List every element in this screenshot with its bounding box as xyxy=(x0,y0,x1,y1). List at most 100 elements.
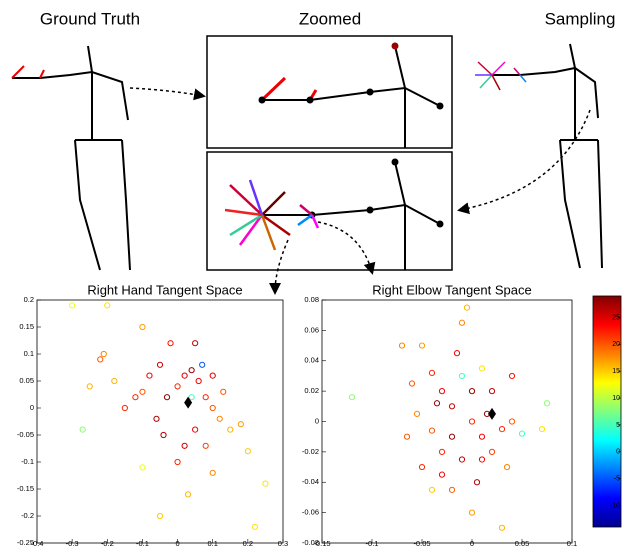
y-tick-label: -0.2 xyxy=(21,511,34,520)
point xyxy=(458,456,466,463)
point xyxy=(508,372,516,380)
colorbar xyxy=(592,295,622,528)
y-tick-label: 0.2 xyxy=(24,295,34,304)
point xyxy=(167,340,174,347)
x-tick-label: 0.3 xyxy=(278,539,288,548)
point xyxy=(163,394,171,401)
point xyxy=(139,323,146,331)
panel-title: Zoomed xyxy=(299,9,361,28)
x-tick-label: -0.1 xyxy=(136,539,149,548)
plot-frame xyxy=(321,299,573,544)
point xyxy=(453,350,461,357)
point xyxy=(488,388,496,395)
x-tick-label: 0.05 xyxy=(515,539,530,548)
y-tick-label: 0.04 xyxy=(304,356,319,365)
point xyxy=(153,415,160,422)
point xyxy=(508,418,516,425)
point xyxy=(209,372,216,379)
point xyxy=(237,421,244,428)
panel-title: Sampling xyxy=(545,9,616,28)
point xyxy=(418,342,426,349)
y-tick-label: 0.05 xyxy=(19,376,34,385)
point xyxy=(209,404,216,412)
colorbar-tick-label: 0 xyxy=(616,449,620,456)
colorbar-tick-label: -5 xyxy=(614,475,620,482)
point xyxy=(438,448,446,455)
point xyxy=(438,471,446,478)
plot-frame xyxy=(36,299,284,544)
point xyxy=(473,479,481,486)
point xyxy=(458,372,466,380)
point xyxy=(97,356,104,363)
point xyxy=(488,448,496,455)
point xyxy=(448,486,456,493)
y-tick-label: -0.08 xyxy=(302,538,319,547)
y-tick-label: 0 xyxy=(30,403,34,412)
zoom-box xyxy=(206,151,453,271)
y-tick-label: 0.08 xyxy=(304,295,319,304)
y-tick-label: 0.1 xyxy=(24,349,34,358)
point xyxy=(398,342,406,349)
point xyxy=(209,469,216,476)
point xyxy=(478,365,486,372)
y-tick-label: 0.06 xyxy=(304,325,319,334)
point xyxy=(227,426,234,433)
y-tick-label: -0.04 xyxy=(302,477,319,486)
point xyxy=(188,367,195,374)
point xyxy=(111,377,118,385)
point xyxy=(503,463,511,471)
y-tick-label: -0.05 xyxy=(17,430,34,439)
point xyxy=(518,430,526,437)
point xyxy=(448,433,456,440)
y-tick-label: -0.06 xyxy=(302,508,319,517)
point xyxy=(174,458,181,466)
point xyxy=(478,456,486,463)
point xyxy=(438,388,446,395)
x-tick-label: 0.2 xyxy=(243,539,253,548)
point xyxy=(433,400,441,407)
point xyxy=(428,427,436,434)
point xyxy=(139,388,146,395)
point xyxy=(498,524,506,531)
x-tick-label: -0.4 xyxy=(31,539,44,548)
point xyxy=(156,512,164,520)
point xyxy=(132,394,139,401)
point xyxy=(468,509,476,516)
point xyxy=(408,380,416,387)
point xyxy=(538,425,546,433)
point xyxy=(428,486,436,493)
point xyxy=(199,361,206,368)
point xyxy=(202,442,209,449)
point xyxy=(543,400,551,407)
colorbar-tick-label: 10 xyxy=(612,395,620,402)
point xyxy=(192,340,199,347)
point xyxy=(244,448,251,455)
point xyxy=(262,480,269,487)
point xyxy=(86,383,93,390)
point xyxy=(192,426,199,433)
point xyxy=(104,302,111,309)
point xyxy=(146,372,153,379)
x-tick-label: -0.2 xyxy=(101,539,114,548)
y-tick-label: -0.15 xyxy=(17,484,34,493)
y-tick-label: -0.02 xyxy=(302,447,319,456)
point xyxy=(195,377,202,385)
point xyxy=(160,431,167,439)
x-tick-label: -0.15 xyxy=(313,539,330,548)
point xyxy=(69,302,76,309)
y-tick-label: -0.1 xyxy=(21,457,34,466)
point xyxy=(458,319,466,326)
point xyxy=(403,433,411,440)
panel-title: Ground Truth xyxy=(40,9,140,28)
x-tick-label: -0.05 xyxy=(413,539,430,548)
point xyxy=(463,304,471,311)
x-tick-label: -0.3 xyxy=(66,539,79,548)
colorbar-tick-label: -10 xyxy=(610,502,620,509)
point xyxy=(185,491,192,498)
chart-title: Right Elbow Tangent Space xyxy=(372,282,531,297)
point xyxy=(448,403,456,410)
point xyxy=(220,388,227,395)
point xyxy=(174,383,181,390)
x-tick-label: 0.1 xyxy=(207,539,217,548)
